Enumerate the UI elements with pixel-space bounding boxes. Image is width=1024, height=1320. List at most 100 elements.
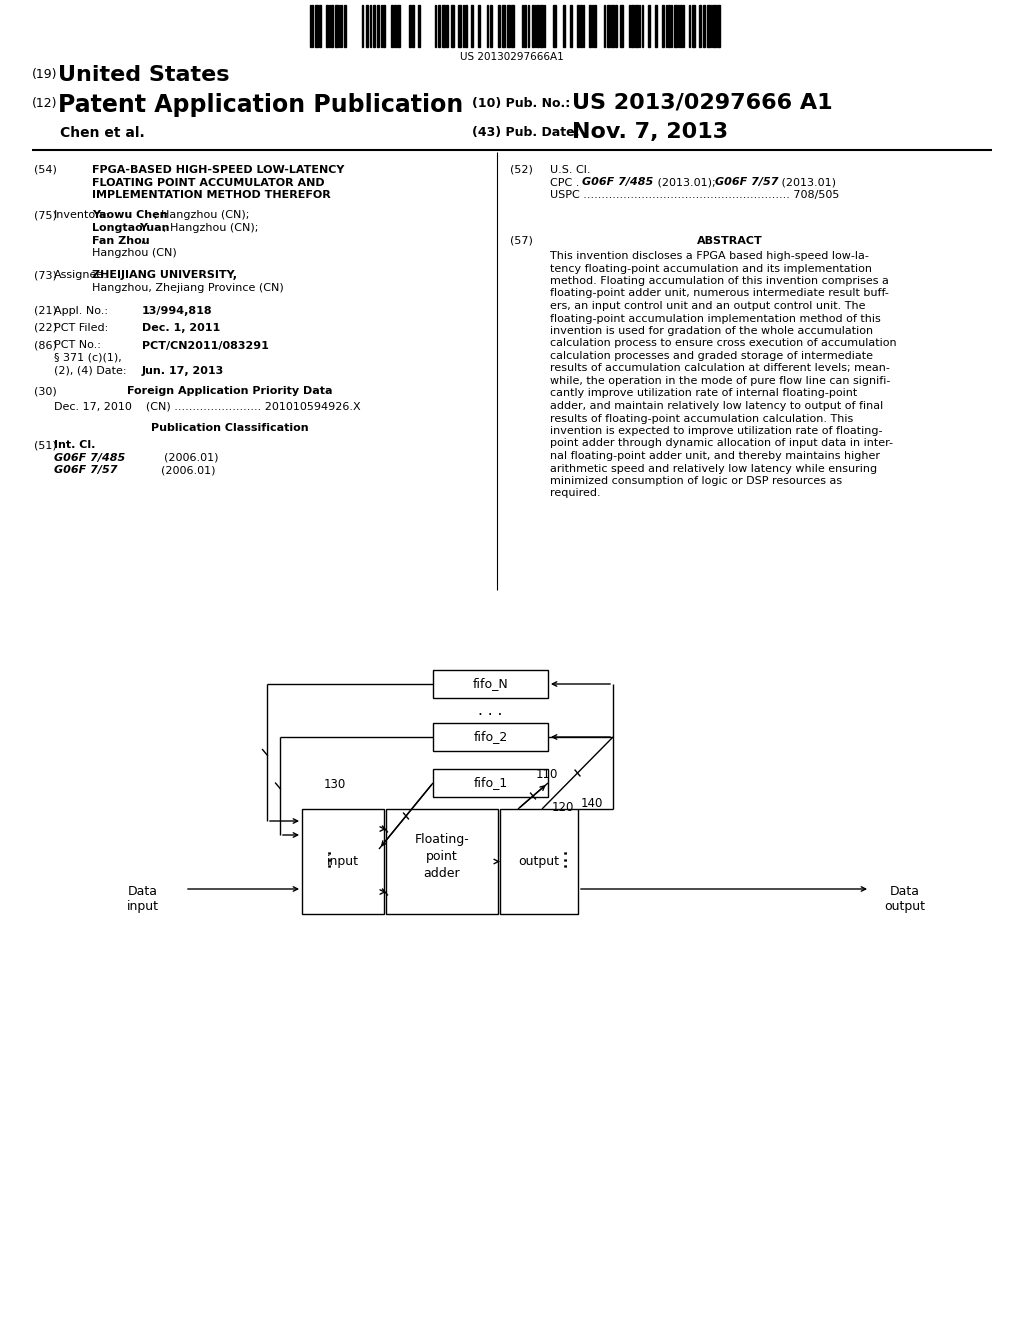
Bar (500, 809, 578, 913)
Text: results of floating-point accumulation calculation. This: results of floating-point accumulation c… (550, 413, 853, 424)
Bar (594, 5, 596, 48)
Text: Publication Classification: Publication Classification (152, 422, 309, 433)
Text: IMPLEMENTATION METHOD THEREFOR: IMPLEMENTATION METHOD THEREFOR (92, 190, 331, 201)
Bar (699, 5, 701, 48)
Text: input: input (327, 855, 359, 869)
Bar (498, 5, 500, 48)
Bar (412, 5, 414, 48)
Text: , Hangzhou (CN);: , Hangzhou (CN); (163, 223, 258, 234)
Text: (57): (57) (510, 235, 532, 246)
Bar (335, 5, 338, 48)
Text: (21): (21) (34, 305, 57, 315)
Bar (391, 5, 393, 48)
Text: Dec. 17, 2010    (CN) ........................ 201010594926.X: Dec. 17, 2010 (CN) .....................… (54, 401, 360, 412)
Bar (326, 5, 328, 48)
Text: point adder through dynamic allocation of input data in inter-: point adder through dynamic allocation o… (550, 438, 893, 449)
Bar (344, 5, 346, 48)
Text: fifo_N: fifo_N (473, 677, 508, 690)
Bar (302, 809, 384, 913)
Text: , Hangzhou (CN);: , Hangzhou (CN); (154, 210, 250, 220)
Text: PCT/CN2011/083291: PCT/CN2011/083291 (142, 341, 269, 351)
Bar (490, 5, 492, 48)
Bar (438, 5, 440, 48)
Text: (54): (54) (34, 165, 57, 176)
Bar (655, 5, 657, 48)
Bar (319, 5, 321, 48)
Bar (446, 5, 449, 48)
Text: nal floating-point adder unit, and thereby maintains higher: nal floating-point adder unit, and there… (550, 451, 880, 461)
Text: Dec. 1, 2011: Dec. 1, 2011 (142, 323, 220, 333)
Text: (2006.01): (2006.01) (129, 453, 218, 463)
Text: Fan Zhou: Fan Zhou (92, 235, 150, 246)
Bar (366, 5, 368, 48)
Bar (563, 5, 565, 48)
Text: Inventors:: Inventors: (54, 210, 111, 220)
Text: This invention discloses a FPGA based high-speed low-la-: This invention discloses a FPGA based hi… (550, 251, 869, 261)
Text: (51): (51) (34, 441, 56, 450)
Text: G06F 7/57: G06F 7/57 (54, 466, 118, 475)
Bar (553, 5, 556, 48)
Text: (75): (75) (34, 210, 57, 220)
Text: adder, and maintain relatively low latency to output of final: adder, and maintain relatively low laten… (550, 401, 884, 411)
Text: (22): (22) (34, 323, 57, 333)
Text: floating-point accumulation implementation method of this: floating-point accumulation implementati… (550, 314, 881, 323)
Text: ZHEIJIANG UNIVERSITY,: ZHEIJIANG UNIVERSITY, (92, 271, 237, 281)
Bar (507, 5, 510, 48)
Bar (620, 5, 623, 48)
Text: invention is used for gradation of the whole accumulation: invention is used for gradation of the w… (550, 326, 873, 337)
Bar (373, 5, 375, 48)
Text: (52): (52) (510, 165, 532, 176)
Text: (73): (73) (34, 271, 57, 281)
Text: (2013.01);: (2013.01); (654, 177, 719, 187)
Text: G06F 7/57: G06F 7/57 (715, 177, 778, 187)
Text: (12): (12) (32, 96, 57, 110)
Text: output: output (518, 855, 559, 869)
Bar (532, 5, 534, 48)
Text: 140: 140 (581, 797, 603, 810)
Bar (615, 5, 617, 48)
Bar (692, 5, 695, 48)
Text: Data
input: Data input (127, 884, 159, 913)
Text: ...: ... (314, 846, 334, 867)
Text: 110: 110 (536, 768, 558, 781)
Bar (458, 5, 461, 48)
Bar (315, 5, 318, 48)
Text: ...: ... (550, 846, 570, 867)
Bar (631, 5, 634, 48)
Text: (2013.01): (2013.01) (778, 177, 836, 187)
Text: (30): (30) (34, 385, 56, 396)
Text: Jun. 17, 2013: Jun. 17, 2013 (142, 366, 224, 375)
Text: PCT Filed:: PCT Filed: (54, 323, 109, 333)
Bar (662, 5, 664, 48)
Text: required.: required. (550, 488, 601, 499)
Bar (451, 5, 454, 48)
Bar (703, 5, 705, 48)
Bar (674, 5, 677, 48)
Text: 130: 130 (324, 777, 346, 791)
Text: U.S. Cl.: U.S. Cl. (550, 165, 591, 176)
Text: cantly improve utilization rate of internal floating-point: cantly improve utilization rate of inter… (550, 388, 857, 399)
Text: Yuan: Yuan (139, 223, 170, 234)
Bar (397, 5, 400, 48)
Bar (589, 5, 591, 48)
Bar (433, 723, 548, 751)
Text: Nov. 7, 2013: Nov. 7, 2013 (572, 121, 728, 143)
Text: minimized consumption of logic or DSP resources as: minimized consumption of logic or DSP re… (550, 477, 842, 486)
Text: method. Floating accumulation of this invention comprises a: method. Floating accumulation of this in… (550, 276, 889, 286)
Text: USPC ......................................................... 708/505: USPC ...................................… (550, 190, 840, 201)
Text: § 371 (c)(1),: § 371 (c)(1), (54, 352, 122, 363)
Text: FPGA-BASED HIGH-SPEED LOW-LATENCY: FPGA-BASED HIGH-SPEED LOW-LATENCY (92, 165, 344, 176)
Bar (511, 5, 514, 48)
Bar (377, 5, 379, 48)
Bar (537, 5, 539, 48)
Text: Patent Application Publication: Patent Application Publication (58, 92, 463, 117)
Text: fifo_1: fifo_1 (473, 776, 508, 789)
Text: (10) Pub. No.:: (10) Pub. No.: (472, 96, 570, 110)
Text: arithmetic speed and relatively low latency while ensuring: arithmetic speed and relatively low late… (550, 463, 878, 474)
Bar (713, 5, 716, 48)
Bar (442, 5, 445, 48)
Bar (580, 5, 582, 48)
Bar (433, 770, 548, 797)
Text: Int. Cl.: Int. Cl. (54, 441, 95, 450)
Text: ers, an input control unit and an output control unit. The: ers, an input control unit and an output… (550, 301, 865, 312)
